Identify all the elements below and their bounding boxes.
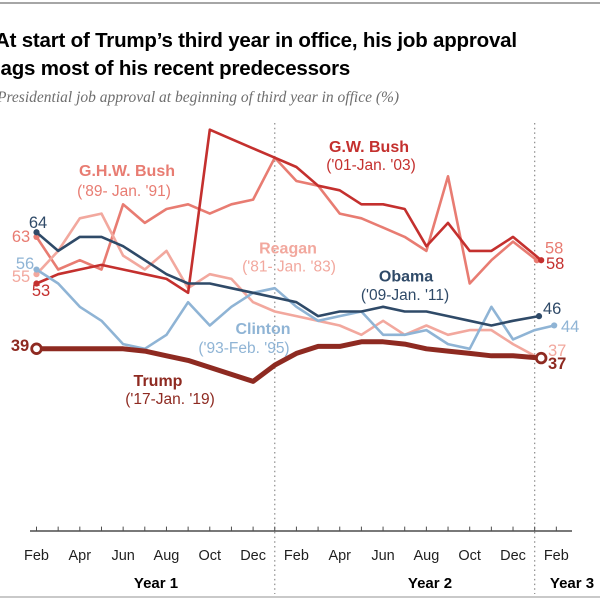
series-name-label-obama: Obama [379,269,433,286]
series-endpoint-dot-clinton [33,266,40,273]
series-labels: G.H.W. Bush ('89- Jan. '91) Reagan('81- Ja… [77,139,449,408]
start-value-label-clinton: 56 [16,255,34,273]
series-name-label-reagan: Reagan [259,241,317,258]
series-line-reagan [35,212,540,360]
start-value-label-trump: 39 [11,337,29,355]
month-tick-label: Jun [111,548,134,564]
month-tick-label: Jun [371,548,394,564]
series-term-label-reagan: ('81- Jan. '83) [242,259,336,276]
chart-subtitle: Presidential job approval at beginning o… [0,89,400,106]
month-tick-label: Apr [69,548,92,564]
month-tick-label: Aug [154,548,180,564]
month-tick-label: Feb [24,548,49,564]
month-tick-label: Feb [284,548,309,564]
series-endpoint-dot-obama [535,313,543,320]
value-labels: 63 58 55 37 53 58 56 44 64 46 39 37 [11,214,580,373]
series-term-label-gw_bush: ('01-Jan. '03) [326,157,416,174]
start-value-label-obama: 64 [29,214,47,232]
month-tick-label: Feb [544,548,569,564]
series-endpoint-ring-trump [30,342,43,355]
series-line-obama [35,231,540,327]
series-term-label-obama: ('09-Jan. '11) [361,287,449,304]
bottom-divider [0,596,600,598]
series-line-trump [36,339,542,384]
year-label: Year 1 [134,575,178,592]
month-tick-label: Dec [500,548,526,564]
month-tick-label: Apr [328,548,351,564]
chart-title: At start of Trump’s third year in office… [0,27,517,83]
x-axis: Feb Apr Jun Aug Oct Dec Feb Apr Jun Aug Oct Dec Feb Y… [24,526,594,592]
series-line-gw_bush [35,128,543,295]
start-value-label-ghw_bush: 63 [12,228,30,246]
series-term-label-ghw_bush: ('89- Jan. '91) [77,183,171,200]
chart-title-line1: At start of Trump’s third year in office… [0,29,517,52]
series-clinton [33,266,558,351]
series-endpoint-dot-ghw_bush [33,233,40,241]
series-line-ghw_bush [35,156,538,285]
series-name-label-trump: Trump [134,373,183,390]
end-value-label-gw_bush: 58 [546,255,564,273]
series-endpoint-dot-gw_bush [33,280,40,287]
series-term-label-clinton: ('93-Feb. '95) [198,340,289,357]
month-tick-label: Oct [458,548,481,564]
series-line-clinton [35,268,555,351]
series-endpoint-dot-gw_bush [538,257,545,264]
series-name-label-clinton: Clinton [235,321,290,338]
month-tick-label: Dec [240,548,266,564]
series-endpoint-dot-clinton [551,322,558,329]
end-value-label-obama: 46 [543,300,561,318]
start-value-label-reagan: 55 [12,268,30,286]
year-label: Year 2 [408,575,452,592]
series-endpoint-dot-reagan [33,271,40,278]
series-endpoint-dot-obama [33,229,40,236]
end-value-label-reagan: 37 [548,342,566,360]
chart-title-line2: lags most of his recent predecessors [0,57,351,80]
year-label: Year 3 [550,575,594,592]
series-name-label-ghw_bush: G.H.W. Bush [79,163,175,180]
end-value-label-ghw_bush: 58 [545,240,563,258]
month-tick-label: Oct [198,548,221,564]
year-boundary-lines [274,123,536,594]
series-obama [33,229,543,327]
series-trump [30,339,548,384]
month-tick-label: Aug [413,548,439,564]
series-ghw_bush [33,156,540,285]
end-value-label-trump: 37 [548,355,566,373]
end-value-label-clinton: 44 [561,318,579,336]
top-divider [0,2,600,4]
series-name-label-gw_bush: G.W. Bush [329,139,409,156]
series-endpoint-ring-trump [534,351,548,365]
start-value-label-gw_bush: 53 [32,282,50,300]
series-gw_bush [33,128,545,295]
series-term-label-trump: ('17-Jan. '19) [125,391,215,408]
